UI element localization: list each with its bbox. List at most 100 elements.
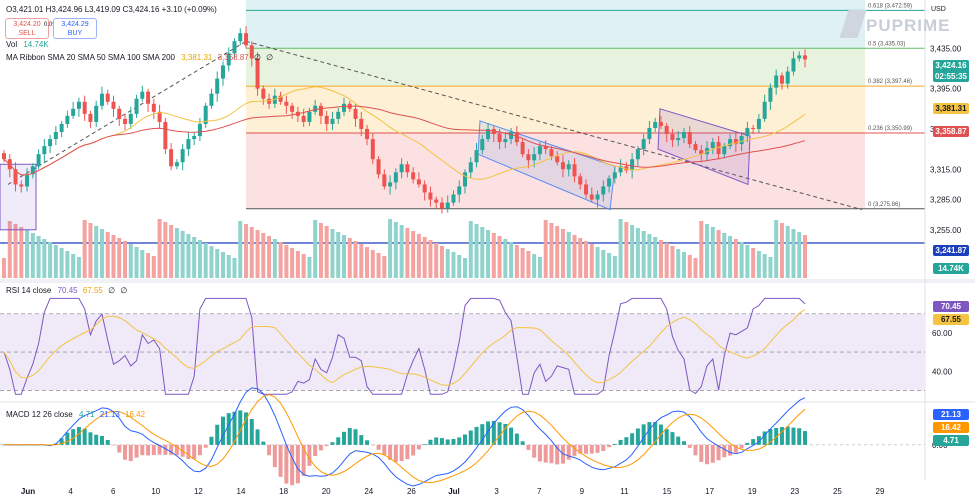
volume-bar [653, 237, 658, 278]
candle-body [589, 194, 594, 200]
candle-body [278, 95, 283, 102]
candle-body [267, 98, 272, 104]
fib-zone [246, 133, 865, 209]
volume-bar [422, 237, 427, 278]
candle-body [699, 150, 704, 155]
buy-button[interactable]: 3,424.29 BUY [53, 18, 97, 39]
macd-hist-bar [572, 444, 577, 456]
volume-bar [146, 253, 151, 278]
volume-bar [278, 242, 283, 278]
macd-hist-bar [405, 444, 410, 460]
macd-hist-bar [803, 431, 807, 445]
sell-button[interactable]: 3,424.20 SELL [5, 18, 49, 39]
candle-body [163, 121, 168, 150]
currency-label[interactable]: USD [931, 6, 946, 13]
macd-hist-bar [497, 422, 502, 445]
rsi-tick-label: 60.00 [932, 329, 953, 338]
volume-bar [543, 220, 548, 278]
candle-body [474, 150, 479, 163]
candle-body [653, 121, 658, 128]
macd-hist-bar [612, 443, 617, 445]
volume-bar [676, 249, 681, 278]
volume-bar [36, 236, 41, 278]
volume-bar [578, 238, 583, 278]
time-tick-label: 26 [407, 487, 416, 496]
range-box [0, 163, 37, 231]
candle-body [774, 75, 779, 88]
fib-zone-top [246, 0, 865, 11]
candle-body [209, 93, 214, 106]
volume-bar [19, 227, 24, 278]
candle-body [226, 53, 231, 66]
volume-bar [612, 256, 617, 278]
moving-averages [3, 86, 806, 180]
ohlc-readout: O3,421.01 H3,424.96 L3,419.09 C3,424.16 … [6, 5, 217, 14]
rsi-tick-label: 40.00 [932, 367, 953, 376]
macd-hist-bar [220, 416, 225, 445]
volume-bar [71, 254, 76, 278]
macd-hist-bar [722, 444, 727, 458]
candle-body [445, 202, 450, 209]
candle-body [128, 113, 133, 124]
volume-bar [359, 244, 364, 278]
time-tick-label: 23 [790, 487, 799, 496]
candle-body [612, 172, 617, 179]
candle-body [635, 149, 640, 160]
candle-body [249, 45, 254, 59]
volume-legend: Vol 14.74K [6, 40, 49, 49]
time-tick-label: 19 [748, 487, 757, 496]
fib-label: 0.382 (3,397.46) [868, 79, 912, 85]
macd-hist-bar [503, 423, 508, 445]
macd-hist-bar [537, 444, 542, 462]
candle-body [105, 93, 110, 102]
macd-hist-bar [307, 444, 312, 466]
candle-body [359, 118, 364, 129]
macd-hist-bar [457, 437, 462, 445]
macd-hist-bar [278, 444, 283, 477]
time-tick-label: 20 [322, 487, 331, 496]
volume-legend-value: 14.74K [23, 40, 49, 49]
volume-bar [584, 241, 589, 278]
hist-tag: 4.71 [933, 435, 969, 446]
macd-hist-bar [416, 444, 421, 450]
time-tick-label: 4 [68, 487, 73, 496]
volume-bar [261, 233, 266, 278]
macd-hist-bar [146, 444, 151, 456]
candle-body [36, 154, 41, 167]
candle-body [313, 105, 318, 112]
volume-bar [503, 239, 508, 278]
macd-legend-label: MACD 12 26 close [6, 410, 73, 419]
fib-zone [246, 10, 865, 49]
candle-body [468, 162, 473, 173]
candle-body [584, 184, 589, 195]
candle-body [693, 144, 698, 151]
macd-hist-bar [601, 444, 606, 451]
candle-body [157, 111, 162, 122]
macd-hist-bar [618, 439, 623, 445]
volume-bar [157, 219, 162, 278]
macd-hist-bar [59, 438, 64, 445]
candle-body [486, 128, 491, 140]
fib-zone [246, 86, 865, 134]
macd-hist-bar [267, 444, 272, 456]
macd-hist-bar [578, 444, 583, 454]
candle-body [290, 105, 295, 112]
candle-body [503, 139, 508, 143]
rsi-value-tag: 70.45 [933, 301, 969, 312]
volume-bar [497, 236, 502, 278]
macd-hist-bar [526, 444, 531, 450]
volume-bar [509, 242, 514, 278]
macd-hist-bar [653, 422, 658, 445]
volume-bar [647, 234, 652, 278]
volume-bar [7, 221, 12, 278]
candle-body [624, 166, 629, 171]
candle-body [30, 166, 35, 175]
candle-body [330, 118, 335, 124]
price-tick-label: 3,315.00 [930, 165, 962, 174]
volume-bar [589, 244, 594, 278]
volume-bar [249, 227, 254, 278]
candle-body [203, 105, 208, 124]
macd-hist-bar [226, 413, 231, 445]
candle-body [376, 159, 381, 175]
